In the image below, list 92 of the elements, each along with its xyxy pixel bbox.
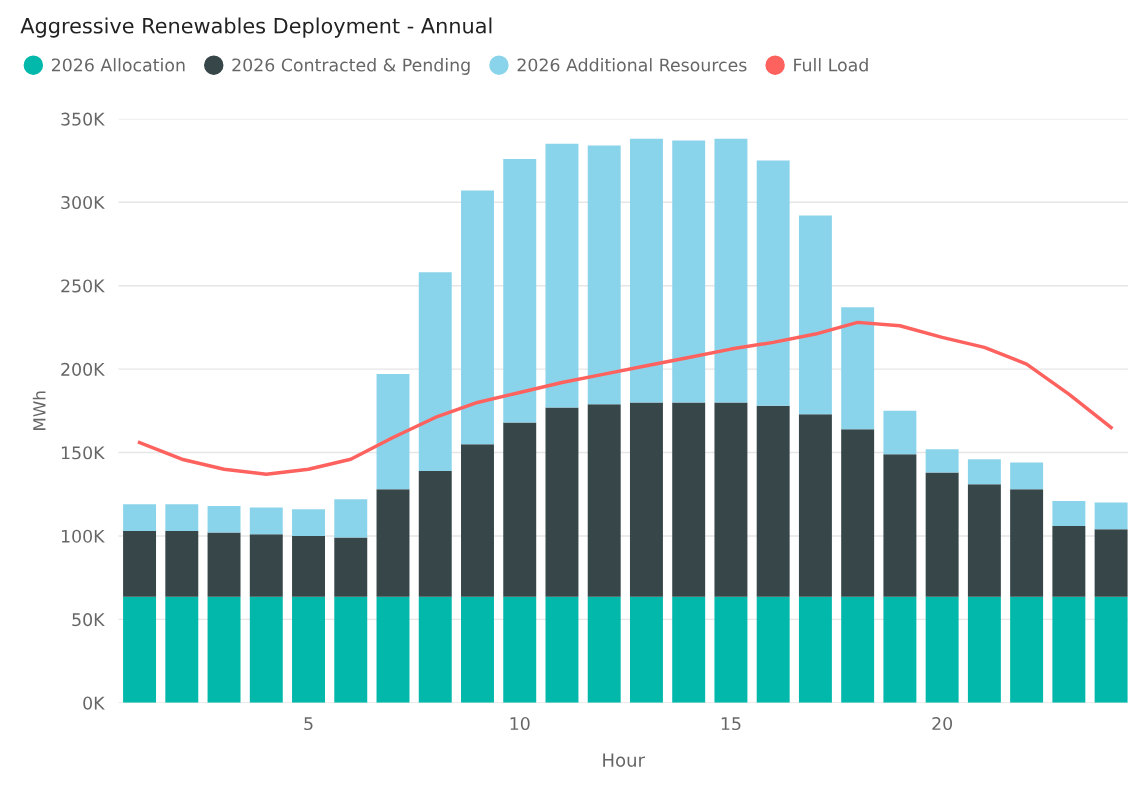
bar <box>334 499 368 538</box>
chart-title: Aggressive Renewables Deployment - Annual <box>20 17 492 38</box>
bar <box>841 307 875 430</box>
bar <box>798 414 832 597</box>
x-tick-label: 5 <box>304 717 313 731</box>
bar <box>714 596 748 703</box>
bar <box>925 596 959 703</box>
y-tick-label: 250K <box>61 279 105 293</box>
bar <box>841 596 875 703</box>
bar <box>503 596 537 703</box>
bar <box>883 410 917 455</box>
y-tick-label: 100K <box>61 529 105 543</box>
bar <box>672 140 706 403</box>
bar <box>629 402 663 597</box>
legend-label: 2026 Additional Resources <box>517 58 747 72</box>
bar <box>292 509 325 536</box>
bar <box>249 534 283 597</box>
bar <box>883 454 917 597</box>
bar <box>587 596 621 703</box>
bar <box>165 504 199 531</box>
bar <box>925 472 959 597</box>
bar <box>418 272 452 471</box>
bar <box>1010 489 1044 597</box>
bar <box>207 596 241 703</box>
bar <box>123 530 157 597</box>
bar <box>123 596 157 703</box>
y-tick-label: 150K <box>61 446 105 460</box>
bar <box>545 596 579 703</box>
bar <box>883 596 917 703</box>
bar <box>1010 462 1044 490</box>
y-tick-label: 350K <box>61 112 105 126</box>
bar <box>249 596 283 703</box>
bar <box>714 138 748 403</box>
bar <box>629 596 663 703</box>
bar <box>798 215 832 415</box>
bar <box>714 402 748 597</box>
legend-label: Full Load <box>794 58 868 72</box>
legend-label: 2026 Contracted & Pending <box>232 58 470 75</box>
bar <box>376 489 410 597</box>
y-tick-label: 0K <box>83 696 105 710</box>
bar <box>165 596 199 703</box>
bar <box>461 190 494 445</box>
y-tick-label: 300K <box>61 195 105 210</box>
bar <box>587 404 621 597</box>
x-axis-title: Hour <box>603 753 645 767</box>
bar <box>334 537 368 597</box>
bar <box>503 422 537 597</box>
bar <box>1052 596 1086 703</box>
legend-label: 2026 Allocation <box>51 58 185 72</box>
bar <box>672 596 706 703</box>
bar <box>545 407 579 597</box>
bar <box>292 535 325 597</box>
bar <box>503 158 537 423</box>
bar <box>1094 596 1128 703</box>
y-tick-label: 200K <box>61 362 105 376</box>
bar <box>123 504 157 531</box>
x-tick-label: 20 <box>932 716 953 731</box>
bar <box>165 530 199 597</box>
bar <box>756 405 790 597</box>
bar <box>798 596 832 703</box>
line-series <box>137 320 1113 476</box>
y-tick-label: 50K <box>72 613 105 627</box>
bar <box>292 596 325 703</box>
bar <box>334 596 368 703</box>
bar <box>629 138 663 403</box>
bar <box>376 374 410 490</box>
bar <box>1010 596 1044 703</box>
x-tick-label: 10 <box>510 716 530 731</box>
bar <box>376 596 410 703</box>
bar <box>1094 502 1128 530</box>
bar <box>841 429 875 597</box>
bar <box>418 596 452 703</box>
bar <box>545 143 579 408</box>
bar <box>207 505 241 533</box>
bar <box>461 444 494 597</box>
bar <box>587 145 621 405</box>
x-tick-label: 15 <box>721 717 741 731</box>
bar <box>756 596 790 703</box>
bar <box>672 402 706 597</box>
y-axis-title: MWh <box>32 391 46 430</box>
bar <box>967 459 1001 485</box>
bar <box>461 596 494 703</box>
bar <box>1094 529 1128 597</box>
bar <box>756 160 790 406</box>
bar <box>967 596 1001 703</box>
bar <box>207 532 241 597</box>
bar <box>925 449 959 473</box>
bar <box>418 470 452 597</box>
bar <box>249 507 283 535</box>
bar <box>967 484 1001 597</box>
bar <box>1052 525 1086 597</box>
bar <box>1052 500 1086 526</box>
